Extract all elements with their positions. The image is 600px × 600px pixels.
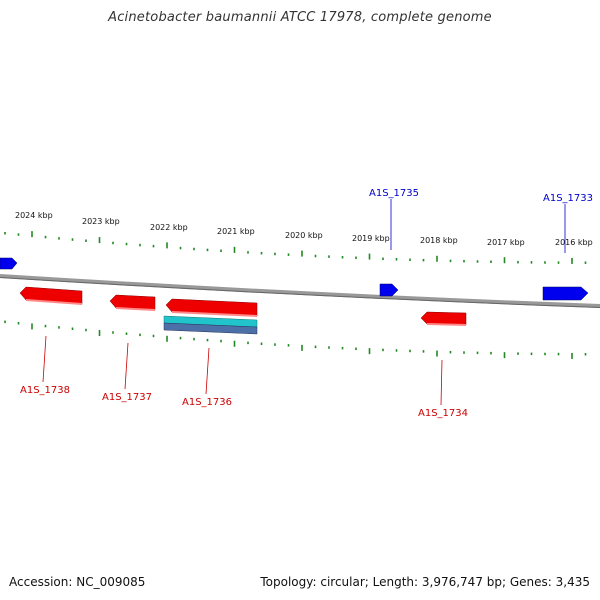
tick-label: 2019 kbp: [352, 234, 390, 243]
label-leaders: [42, 199, 566, 406]
inner-tick-ring: [4, 320, 587, 359]
tick-label: 2023 kbp: [82, 217, 120, 226]
rna-feature-bars: [163, 315, 258, 335]
kbp-tick-labels: 2024 kbp 2023 kbp 2022 kbp 2021 kbp 2020…: [15, 211, 593, 247]
map-title: Acinetobacter baumannii ATCC 17978, comp…: [108, 10, 492, 25]
gene-arrow-A1S_1733[interactable]: [542, 286, 589, 301]
genome-summary-text: Topology: circular; Length: 3,976,747 bp…: [260, 575, 590, 589]
gene-arrow-A1S_1735[interactable]: [379, 283, 399, 297]
tick-label: 2024 kbp: [15, 211, 53, 220]
tick-label: 2020 kbp: [285, 231, 323, 240]
gene-label-A1S_1733[interactable]: A1S_1733: [543, 193, 593, 204]
gene-arrow-forward[interactable]: [0, 257, 18, 270]
rna-feature-bar-shadow: [163, 322, 258, 335]
gene-label-A1S_1736[interactable]: A1S_1736: [182, 397, 232, 408]
genome-backbone: [0, 274, 600, 308]
gene-label-A1S_1737[interactable]: A1S_1737: [102, 392, 152, 403]
reverse-strand-genes: [19, 286, 467, 326]
gene-label-A1S_1735[interactable]: A1S_1735: [369, 188, 419, 199]
outer-tick-ring: [4, 231, 587, 264]
tick-label: 2022 kbp: [150, 223, 188, 232]
gene-label-A1S_1738[interactable]: A1S_1738: [20, 385, 70, 396]
tick-label: 2017 kbp: [487, 238, 525, 247]
accession-text: Accession: NC_009085: [9, 575, 146, 589]
tick-label: 2018 kbp: [420, 236, 458, 245]
gene-label-A1S_1734[interactable]: A1S_1734: [418, 408, 468, 419]
tick-label: 2016 kbp: [555, 238, 593, 247]
tick-label: 2021 kbp: [217, 227, 255, 236]
forward-strand-genes: [0, 257, 589, 301]
gene-labels: A1S_1735 A1S_1733 A1S_1738 A1S_1737 A1S_…: [20, 188, 593, 419]
